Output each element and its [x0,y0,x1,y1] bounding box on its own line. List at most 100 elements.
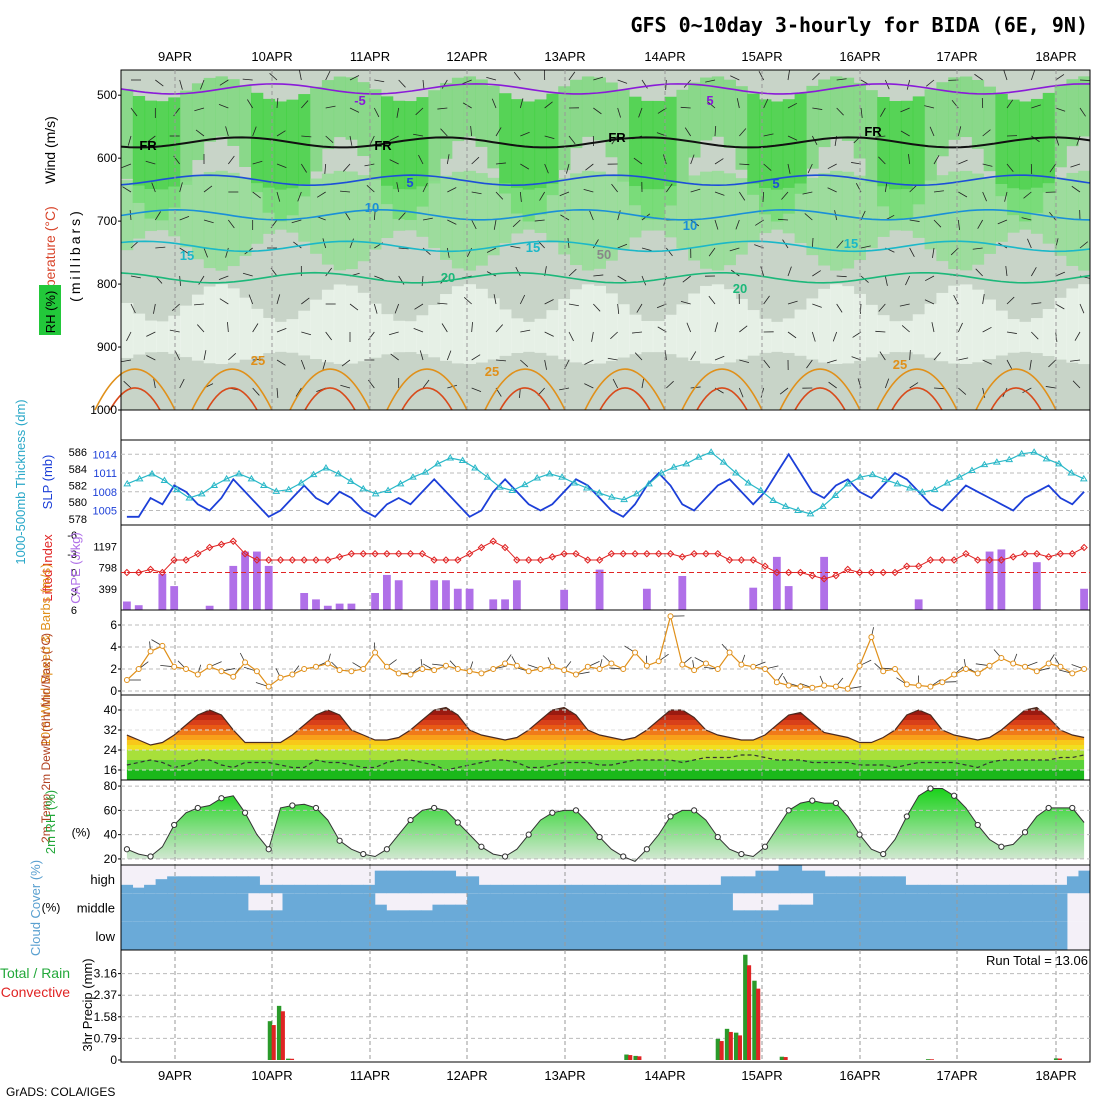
rh-cell [912,314,926,355]
wind-barb [364,163,375,167]
precip-bar-convective [783,1057,788,1060]
rh-cell [1066,79,1079,147]
thickness-tick: 580 [69,497,87,509]
rh-cell [180,181,193,248]
cloud-bar-high [778,865,791,894]
wind-barb [276,359,286,366]
li-point [335,553,344,561]
cape-bar [347,603,356,610]
wind-barb [610,331,618,340]
wind-barb [130,275,141,279]
cloud-bar-high [201,876,214,894]
li-point [146,565,155,574]
wind-barb [899,303,910,307]
rh-cell [995,93,1008,197]
li-point [725,556,734,564]
rh-cell [960,76,973,138]
wind-barb [437,302,448,305]
wind-point [821,682,828,689]
rh-cell [900,320,914,353]
wind-barb [682,275,691,283]
wind-barb [127,135,132,146]
wind-barb [559,387,570,391]
isotherm-5 [120,174,1091,187]
wind-barb [325,70,331,81]
wind-barb [276,130,286,137]
cape-bar [465,588,474,610]
wind-barb [762,191,765,203]
y-tick-label: 32 [104,723,118,737]
wind-barb [957,219,960,230]
wind-point [584,663,591,670]
cloud-bar-high [420,870,433,894]
date-tick-top: 17APR [936,49,977,64]
li-point [1009,553,1017,561]
wind-point [632,649,639,656]
li-point [903,562,911,570]
date-tick-bottom: 17APR [936,1068,977,1083]
wind-barb [419,350,424,361]
date-tick-bottom: 12APR [446,1068,487,1083]
wind-barb [413,328,424,333]
cloud-bar-high [524,884,537,894]
wind-barb [1048,359,1056,368]
wind-point [998,655,1005,661]
wind-barb [977,219,984,229]
wind-point [750,663,757,670]
wind-barb [763,98,769,109]
wind-barb [933,155,940,165]
wind-barb [373,303,378,314]
thickness-point [843,479,852,487]
thickness-point [769,496,778,503]
wind-barb [495,127,502,137]
li-point [406,550,415,558]
cloud-bar-middle [778,904,791,922]
wind-barb [195,129,205,137]
li-point [265,556,273,564]
rh-cell [203,77,217,142]
cape-bar [371,593,379,610]
rh-cell [688,175,701,261]
rh-cell [735,298,748,360]
cloud-bar-middle [328,893,341,922]
wind-barb [1070,163,1081,168]
cloud-bar-high [582,884,595,894]
rh-point [171,821,178,829]
wind-barb [1021,217,1032,221]
rh-cell [688,293,701,362]
rh-cell [1007,99,1020,216]
cloud-bar-high [686,884,699,894]
rh-cell [865,181,878,249]
cloud-bar-high [720,876,733,894]
rh-cell [877,186,890,237]
thickness-point [346,477,355,484]
wind-point [596,666,603,672]
thickness-point [471,464,479,471]
li-tick: 3 [71,586,77,598]
y-tick-label: 0 [110,684,117,698]
cloud-bar-middle [467,893,480,922]
wind-point [478,670,485,677]
li-point [690,550,698,558]
cloud-bar-low [893,921,906,950]
wind-point [1010,660,1017,667]
wind-point [1045,660,1052,667]
wind-barb [520,163,530,170]
cloud-bar-low [1043,921,1056,950]
cloud-bar-high [859,876,872,894]
li-point [820,575,828,583]
wind-point [242,659,249,666]
rh-cell [369,89,382,181]
rh-cell [487,298,500,360]
wind-barb [242,78,253,81]
wind-barb [513,71,521,81]
wind-point [336,667,343,674]
cloud-bar-middle [893,893,906,922]
wind-barb [632,331,643,334]
wind-barb [905,275,911,286]
rh-cell [711,76,725,137]
thickness-tick: 586 [69,447,87,459]
rh-point [951,792,958,799]
wind-barb [276,387,279,398]
wind-barb [714,355,725,361]
